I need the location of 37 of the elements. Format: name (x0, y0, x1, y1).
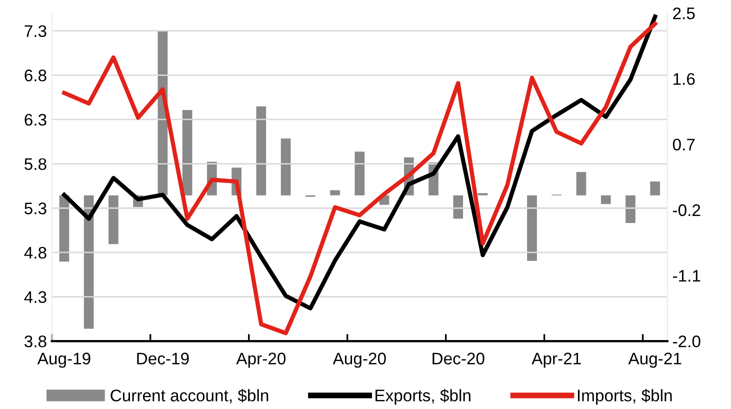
y2-tick-label: -2.0 (673, 336, 700, 348)
bar (576, 172, 586, 196)
y-tick-label: 4.3 (24, 291, 46, 303)
y2-tick-label: -0.2 (673, 204, 700, 216)
x-tick-label: Aug-19 (37, 352, 90, 368)
y-tick-label: 6.8 (24, 70, 46, 82)
y2-tick-label: 0.7 (672, 138, 695, 150)
y-tick-label: 4.8 (24, 246, 46, 259)
y-tick-label: 6.3 (24, 114, 46, 126)
y-tick-label: 7.3 (24, 25, 46, 38)
legend-label: Current account, $bln (110, 388, 268, 404)
legend-label: Imports, $bln (578, 388, 672, 405)
bar (84, 195, 94, 329)
y2-tick-label: 1.6 (674, 73, 695, 85)
bar (330, 190, 340, 196)
y-tick-label: 3.8 (24, 336, 46, 348)
y-tick-label: 5.3 (24, 202, 46, 214)
bar (108, 195, 118, 244)
bar (256, 106, 266, 196)
bar (626, 195, 636, 224)
y2-tick-label: 2.5 (673, 7, 695, 20)
x-tick-label: Apr-21 (532, 352, 581, 368)
x-tick-label: Dec-20 (432, 352, 484, 364)
legend-label: Exports, $bln (376, 388, 470, 405)
x-tick-label: Aug-20 (332, 352, 386, 368)
y2-tick-label: -1.1 (673, 270, 700, 282)
bar (453, 195, 464, 219)
bar (182, 110, 192, 196)
bar (650, 181, 660, 196)
bar (600, 195, 611, 204)
x-tick-label: Aug-21 (628, 352, 682, 368)
y-tick-label: 5.8 (24, 158, 46, 170)
bar (527, 195, 537, 261)
bar (280, 138, 291, 196)
x-tick-label: Apr-20 (236, 352, 286, 368)
x-tick-label: Dec-19 (137, 352, 189, 364)
bar (354, 152, 365, 196)
